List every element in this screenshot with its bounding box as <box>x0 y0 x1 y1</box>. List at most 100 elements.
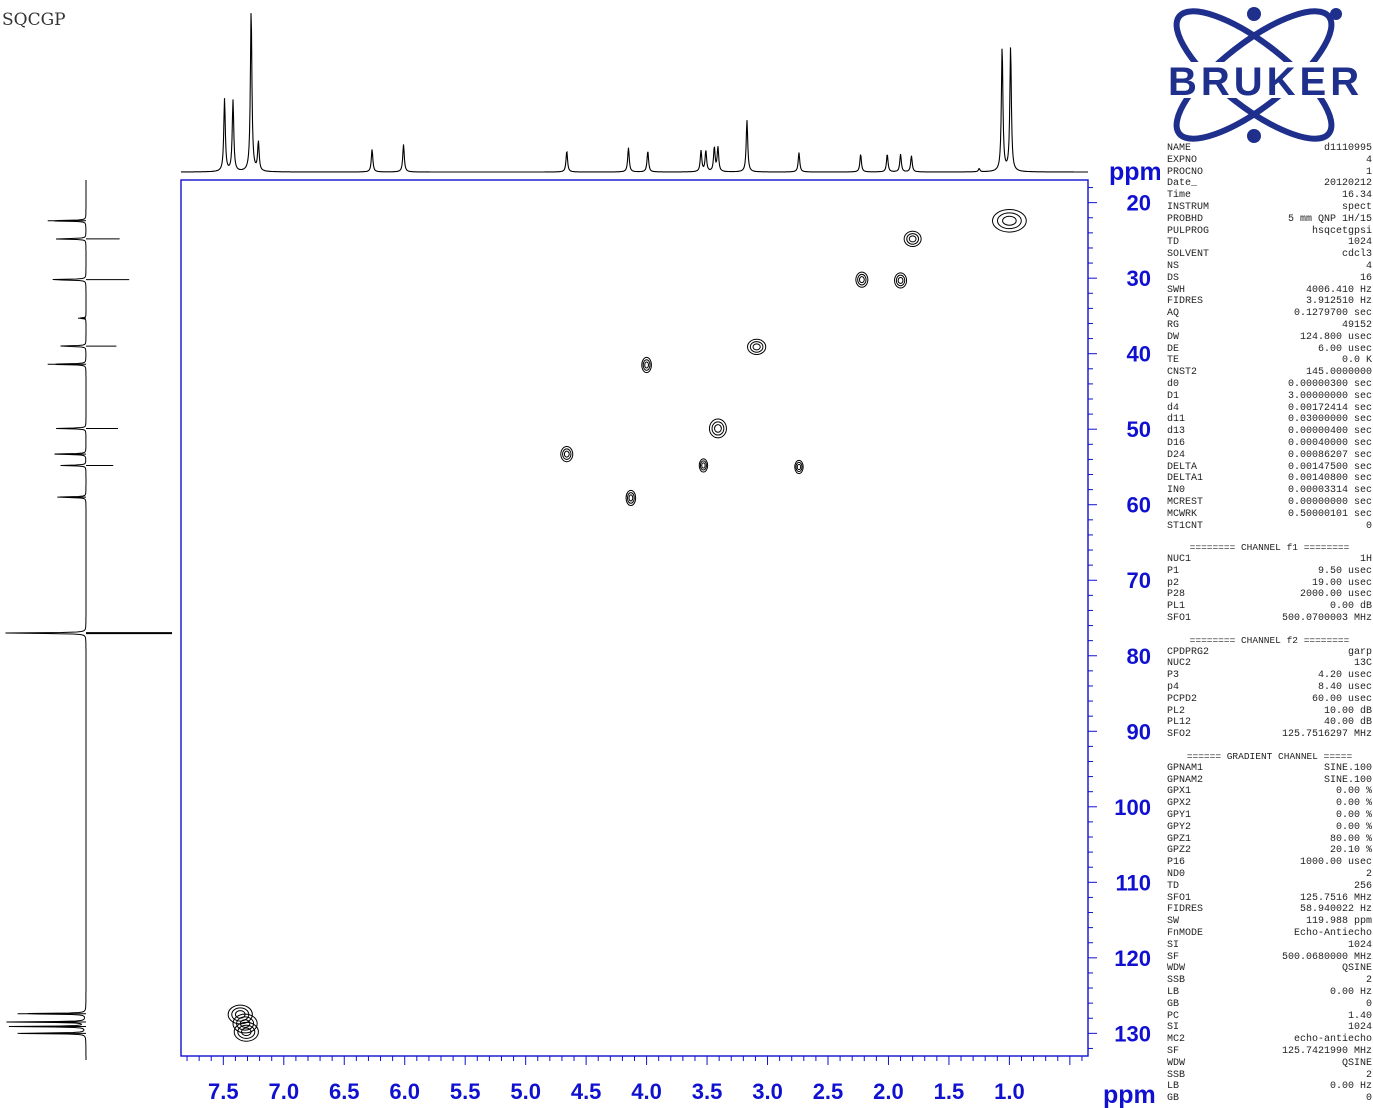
parameter-row: GPY1 0.00 % <box>1167 810 1372 822</box>
parameter-value: 1024 <box>1348 940 1372 952</box>
parameter-name: IN0 <box>1167 485 1185 497</box>
x-tick-label: 7.5 <box>208 1079 239 1104</box>
parameter-row: GPY2 0.00 % <box>1167 822 1372 834</box>
parameter-value: 5 mm QNP 1H/15 <box>1288 214 1372 226</box>
parameter-row: FIDRES 3.912510 Hz <box>1167 296 1372 308</box>
parameter-row: NS 4 <box>1167 261 1372 273</box>
parameter-row: WDW QSINE <box>1167 1058 1372 1070</box>
parameter-name: SFO1 <box>1167 613 1191 625</box>
cross-peak <box>795 460 803 473</box>
parameter-row: TD 1024 <box>1167 237 1372 249</box>
parameter-value: 4 <box>1366 261 1372 273</box>
parameter-row: GB 0 <box>1167 999 1372 1011</box>
y-tick-label: 100 <box>1114 795 1151 820</box>
cross-peak-contour <box>858 274 866 285</box>
parameter-value: 0.00 % <box>1336 822 1372 834</box>
parameter-name: PC <box>1167 1011 1179 1023</box>
plot-frame <box>181 180 1088 1056</box>
parameter-name: MCREST <box>1167 497 1203 509</box>
parameter-row: SFO2 125.7516297 MHz <box>1167 729 1372 741</box>
parameter-section-header: ====== GRADIENT CHANNEL ===== <box>1167 751 1372 763</box>
parameter-name: TE <box>1167 355 1179 367</box>
parameter-value: QSINE <box>1342 963 1372 975</box>
cross-peak <box>709 419 726 438</box>
parameter-value: 2 <box>1366 975 1372 987</box>
parameter-value: 1.40 <box>1348 1011 1372 1023</box>
parameter-name: PL2 <box>1167 706 1185 718</box>
parameter-name: P28 <box>1167 589 1185 601</box>
parameter-value: 3.912510 Hz <box>1306 296 1372 308</box>
parameter-row: PULPROG hsqcetgpsi <box>1167 226 1372 238</box>
parameter-name: ND0 <box>1167 869 1185 881</box>
parameter-name: LB <box>1167 987 1179 999</box>
parameter-row: ST1CNT 0 <box>1167 521 1372 533</box>
x-tick-label: 6.0 <box>389 1079 420 1104</box>
parameter-name: INSTRUM <box>1167 202 1209 214</box>
parameter-row: SF 125.7421990 MHz <box>1167 1046 1372 1058</box>
parameter-row: INSTRUM spect <box>1167 202 1372 214</box>
parameter-name: D1 <box>1167 391 1179 403</box>
x-tick-label: 1.5 <box>934 1079 965 1104</box>
parameter-row: GPNAM2 SINE.100 <box>1167 775 1372 787</box>
parameter-name: DE <box>1167 344 1179 356</box>
parameter-row: SF 500.0680000 MHz <box>1167 952 1372 964</box>
parameter-name: SSB <box>1167 975 1185 987</box>
parameter-row: Time 16.34 <box>1167 190 1372 202</box>
x-tick-label: 4.0 <box>631 1079 662 1104</box>
parameter-name: EXPNO <box>1167 155 1197 167</box>
parameter-value: 16 <box>1360 273 1372 285</box>
parameter-name: P3 <box>1167 670 1179 682</box>
parameter-value: 1H <box>1360 554 1372 566</box>
parameter-value: 0.00040000 sec <box>1288 438 1372 450</box>
parameter-name: SF <box>1167 952 1179 964</box>
parameter-row: SSB 2 <box>1167 975 1372 987</box>
parameter-row: RG 49152 <box>1167 320 1372 332</box>
parameter-name: MCWRK <box>1167 509 1197 521</box>
parameter-row: GPX2 0.00 % <box>1167 798 1372 810</box>
parameter-row: NUC1 1H <box>1167 554 1372 566</box>
parameter-name: GPNAM2 <box>1167 775 1203 787</box>
parameter-name: WDW <box>1167 963 1185 975</box>
parameter-row: GPX1 0.00 % <box>1167 786 1372 798</box>
parameter-value: 6.00 usec <box>1318 344 1372 356</box>
parameter-value: 0.00140800 sec <box>1288 473 1372 485</box>
cross-peak-contour <box>715 425 722 433</box>
y-tick-label: 110 <box>1116 870 1152 895</box>
parameter-row: SFO1 125.7516 MHz <box>1167 893 1372 905</box>
parameter-row: P16 1000.00 usec <box>1167 857 1372 869</box>
parameter-row: GPNAM1 SINE.100 <box>1167 763 1372 775</box>
parameter-name: TD <box>1167 881 1179 893</box>
parameter-value: 0.00 % <box>1336 798 1372 810</box>
parameter-value: 0.00000000 sec <box>1288 497 1372 509</box>
parameter-value: 119.988 ppm <box>1306 916 1372 928</box>
parameter-value: 0 <box>1366 521 1372 533</box>
parameter-row: GPZ2 20.10 % <box>1167 845 1372 857</box>
parameter-row: NUC2 13C <box>1167 658 1372 670</box>
parameter-row: P3 4.20 usec <box>1167 670 1372 682</box>
parameter-name: P1 <box>1167 566 1179 578</box>
parameter-gap <box>1167 532 1372 542</box>
parameter-value: garp <box>1348 647 1372 659</box>
parameter-name: GPY2 <box>1167 822 1191 834</box>
cross-peak <box>992 209 1026 232</box>
x-tick-label: 5.0 <box>510 1079 541 1104</box>
parameter-value: 125.7516 MHz <box>1300 893 1372 905</box>
parameter-name: d4 <box>1167 403 1179 415</box>
parameter-name: p2 <box>1167 578 1179 590</box>
cross-peak-contour <box>797 464 800 469</box>
parameter-name: DW <box>1167 332 1179 344</box>
x-tick-label: 7.0 <box>268 1079 299 1104</box>
parameter-name: PROCNO <box>1167 167 1203 179</box>
parameter-name: SWH <box>1167 285 1185 297</box>
parameter-name: MC2 <box>1167 1034 1185 1046</box>
parameter-row: AQ 0.1279700 sec <box>1167 308 1372 320</box>
y-axis-label: ppm <box>1109 158 1160 186</box>
cross-peak <box>626 490 636 505</box>
x-tick-label: 5.5 <box>450 1079 481 1104</box>
y-tick-label: 130 <box>1114 1021 1151 1046</box>
parameter-row: DS 16 <box>1167 273 1372 285</box>
parameter-name: SSB <box>1167 1070 1185 1082</box>
parameter-name: d13 <box>1167 426 1185 438</box>
parameter-value: 0.00003314 sec <box>1288 485 1372 497</box>
parameter-name: CNST2 <box>1167 367 1197 379</box>
